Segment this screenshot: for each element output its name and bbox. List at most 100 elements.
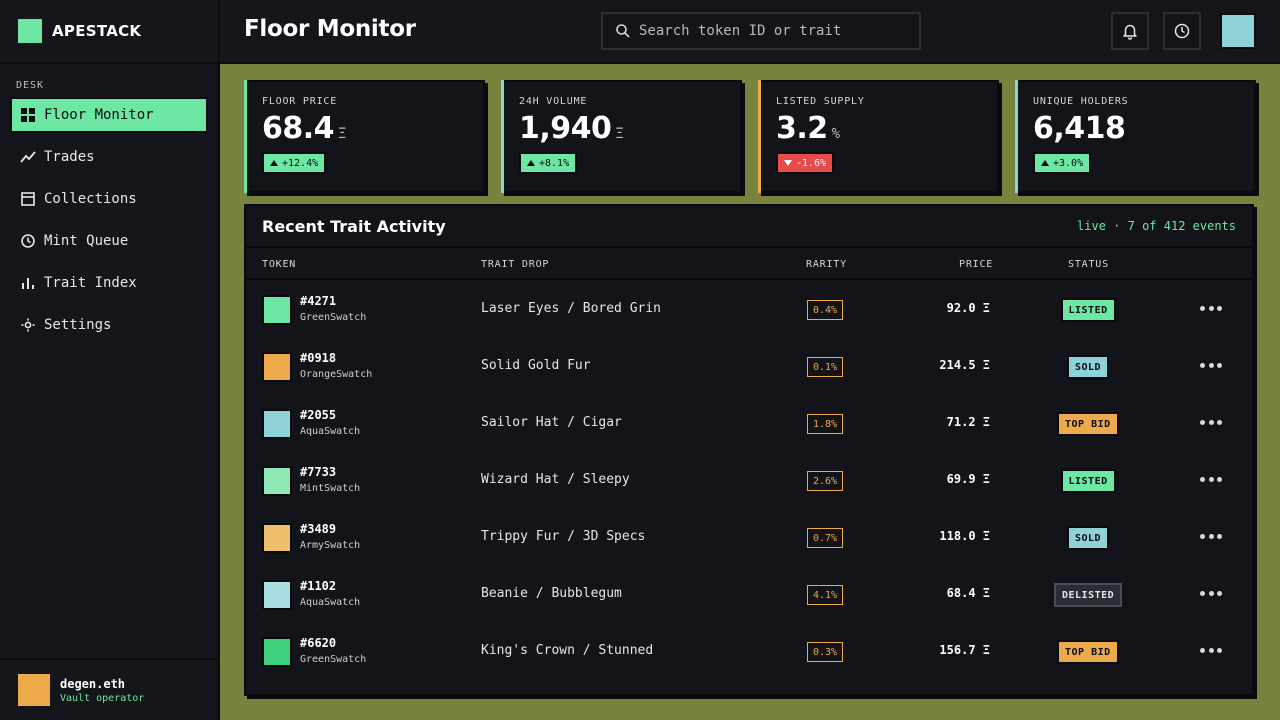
table-row[interactable]: #3489 ArmySwatch Trippy Fur / 3D Specs 0.7%…	[246, 508, 1252, 565]
stat-unit: %	[831, 126, 841, 142]
token-swatch	[262, 409, 292, 439]
token-swatch	[262, 637, 292, 667]
user-role: Vault operator	[60, 692, 145, 704]
more-options-icon[interactable]	[1200, 303, 1222, 313]
page-title: Floor Monitor	[244, 16, 416, 42]
table-row[interactable]: #7733 MintSwatch Wizard Hat / Sleepy 2.6% 69…	[246, 451, 1252, 508]
token-swatch	[262, 352, 292, 382]
search-icon	[616, 24, 630, 38]
rarity-badge: 0.3%	[807, 642, 844, 662]
token-id[interactable]: #0918	[300, 351, 337, 365]
trait-drop: Laser Eyes / Bored Grin	[481, 301, 662, 316]
column-header-status[interactable]: STATUS	[1068, 259, 1109, 270]
delta-badge: +3.0%	[1033, 152, 1092, 174]
rarity-badge: 1.8%	[807, 414, 844, 434]
sidebar-item-mint-queue[interactable]: Mint Queue	[10, 223, 208, 259]
grid-icon	[20, 107, 36, 123]
delta-badge: +8.1%	[519, 152, 578, 174]
sidebar-item-floor-monitor[interactable]: Floor Monitor	[10, 97, 208, 133]
sidebar-item-collections[interactable]: Collections	[10, 181, 208, 217]
stat-value: 6,418	[1033, 111, 1126, 146]
token-id[interactable]: #4271	[300, 294, 337, 308]
table-row[interactable]: #2055 AquaSwatch Sailor Hat / Cigar 1.8% 71.…	[246, 394, 1252, 451]
price: 71.2 Ξ	[946, 415, 990, 429]
stat-unit: Ξ	[615, 126, 624, 142]
stat-value: 68.4	[262, 111, 335, 146]
price: 156.7 Ξ	[939, 643, 990, 657]
stat-label: FLOOR PRICE	[262, 96, 338, 107]
brand-name: APESTACK	[52, 22, 142, 40]
column-header-price[interactable]: PRICE	[959, 259, 994, 270]
token-swatch-name: ArmySwatch	[300, 540, 361, 551]
nav-section-label: DESK	[16, 80, 45, 91]
column-header-rarity[interactable]: RARITY	[806, 259, 847, 270]
delta-value: +8.1%	[539, 157, 570, 169]
token-swatch-name: AquaSwatch	[300, 426, 361, 437]
status-badge: SOLD	[1067, 526, 1110, 550]
activity-panel: Recent Trait Activity live · 7 of 412 ev…	[244, 204, 1254, 696]
sidebar-item-label: Floor Monitor	[44, 107, 154, 123]
status-badge: TOP BID	[1057, 412, 1119, 436]
table-row[interactable]: #6620 GreenSwatch King's Crown / Stunned 0.…	[246, 622, 1252, 679]
status-badge: LISTED	[1060, 298, 1116, 322]
status-badge: LISTED	[1060, 469, 1116, 493]
token-id[interactable]: #2055	[300, 408, 337, 422]
gear-icon	[20, 317, 36, 333]
user-name: degen.eth	[60, 676, 126, 691]
arrow-up-icon	[1041, 160, 1049, 166]
stat-label: LISTED SUPPLY	[776, 96, 865, 107]
sidebar-item-trades[interactable]: Trades	[10, 139, 208, 175]
layout-icon	[20, 191, 36, 207]
profile-button[interactable]	[1220, 13, 1256, 49]
stat-value: 3.2	[776, 111, 828, 146]
price: 214.5 Ξ	[939, 358, 990, 372]
avatar	[18, 674, 50, 706]
delta-badge: +12.4%	[262, 152, 327, 174]
bell-icon	[1123, 24, 1137, 40]
more-options-icon[interactable]	[1200, 645, 1222, 655]
more-options-icon[interactable]	[1200, 588, 1222, 598]
more-options-icon[interactable]	[1200, 417, 1222, 427]
rarity-badge: 2.6%	[807, 471, 844, 491]
token-id[interactable]: #6620	[300, 636, 337, 650]
token-swatch	[262, 466, 292, 496]
sidebar-item-label: Settings	[44, 317, 112, 333]
trait-drop: Trippy Fur / 3D Specs	[481, 529, 646, 544]
rarity-badge: 4.1%	[807, 585, 844, 605]
token-id[interactable]: #1102	[300, 579, 337, 593]
notifications-button[interactable]	[1111, 12, 1149, 50]
delta-value: +3.0%	[1053, 157, 1084, 169]
main-content: FLOOR PRICE 68.4 Ξ +12.4% 24H VOLUME 1,9…	[220, 64, 1280, 720]
user-profile[interactable]: degen.eth Vault operator	[0, 658, 218, 720]
trait-drop: Solid Gold Fur	[481, 358, 591, 373]
token-swatch	[262, 295, 292, 325]
more-options-icon[interactable]	[1200, 360, 1222, 370]
search-input[interactable]	[639, 23, 899, 39]
arrow-down-icon	[784, 160, 792, 166]
token-id[interactable]: #3489	[300, 522, 337, 536]
more-options-icon[interactable]	[1200, 531, 1222, 541]
sidebar-item-trait-index[interactable]: Trait Index	[10, 265, 208, 301]
stat-card-listed-supply: LISTED SUPPLY 3.2 % -1.6%	[758, 80, 999, 193]
search-box[interactable]	[601, 12, 921, 50]
panel-title: Recent Trait Activity	[262, 216, 446, 236]
column-header-token[interactable]: TOKEN	[262, 259, 297, 270]
stat-label: 24H VOLUME	[519, 96, 588, 107]
sidebar: APESTACK DESK Floor Monitor Trades Colle…	[0, 0, 220, 720]
topbar: Floor Monitor	[220, 0, 1280, 64]
column-header-trait[interactable]: TRAIT DROP	[481, 259, 550, 270]
history-button[interactable]	[1163, 12, 1201, 50]
table-row[interactable]: #4271 GreenSwatch Laser Eyes / Bored Grin 0…	[246, 280, 1252, 337]
sidebar-item-label: Trades	[44, 149, 95, 165]
table-row[interactable]: #0918 OrangeSwatch Solid Gold Fur 0.1% 214.5…	[246, 337, 1252, 394]
sidebar-item-label: Mint Queue	[44, 233, 129, 249]
table-row[interactable]: #1102 AquaSwatch Beanie / Bubblegum 4.1% 68.…	[246, 565, 1252, 622]
trend-icon	[20, 149, 36, 165]
sidebar-item-settings[interactable]: Settings	[10, 307, 208, 343]
stat-card-unique-holders: UNIQUE HOLDERS 6,418 +3.0%	[1015, 80, 1256, 193]
token-swatch	[262, 580, 292, 610]
token-id[interactable]: #7733	[300, 465, 337, 479]
trait-drop: Sailor Hat / Cigar	[481, 415, 622, 430]
more-options-icon[interactable]	[1200, 474, 1222, 484]
brand[interactable]: APESTACK	[0, 0, 218, 64]
